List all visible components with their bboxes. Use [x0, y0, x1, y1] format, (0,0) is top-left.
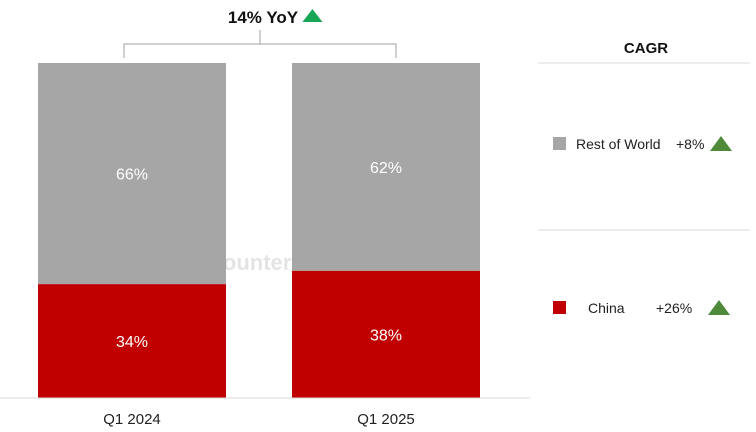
- data-label-china-q1-2024: 34%: [116, 334, 148, 351]
- legend-swatch-rest-of-world: [553, 137, 566, 150]
- bracket-line: [123, 30, 397, 58]
- x-tick-q1-2024: Q1 2024: [103, 411, 161, 428]
- bar-rest-of-world-q1-2025: [292, 63, 480, 271]
- yoy-headline: 14% YoY: [228, 8, 323, 27]
- bars-layer: 34% 66% 38% 62%: [38, 63, 480, 398]
- bar-rest-of-world-q1-2024: [38, 63, 226, 285]
- yoy-bracket: [123, 30, 397, 58]
- bar-china-q1-2025: [292, 270, 480, 398]
- up-triangle-icon: [708, 300, 730, 315]
- x-axis-ticks: Q1 2024 Q1 2025: [103, 411, 415, 428]
- up-triangle-icon: [302, 9, 323, 22]
- cagr-value-rest-of-world: +8%: [676, 136, 704, 152]
- legend-label-rest-of-world: Rest of World: [576, 136, 661, 152]
- x-tick-q1-2025: Q1 2025: [357, 411, 415, 428]
- yoy-label: 14% YoY: [228, 8, 299, 27]
- cagr-panel: CAGR Rest of World +8% China +26%: [538, 40, 750, 316]
- data-label-rest-of-world-q1-2025: 62%: [370, 160, 402, 177]
- data-label-china-q1-2025: 38%: [370, 327, 402, 344]
- bar-china-q1-2024: [38, 284, 226, 398]
- data-label-rest-of-world-q1-2024: 66%: [116, 167, 148, 184]
- cagr-header: CAGR: [624, 40, 668, 57]
- cagr-row-rest-of-world: Rest of World +8%: [553, 136, 732, 152]
- cagr-rows: Rest of World +8% China +26%: [553, 136, 732, 316]
- legend-swatch-china: [553, 301, 566, 314]
- cagr-row-china: China +26%: [553, 300, 730, 316]
- cagr-value-china: +26%: [656, 300, 692, 316]
- legend-label-china: China: [588, 300, 625, 316]
- up-triangle-icon: [710, 136, 732, 151]
